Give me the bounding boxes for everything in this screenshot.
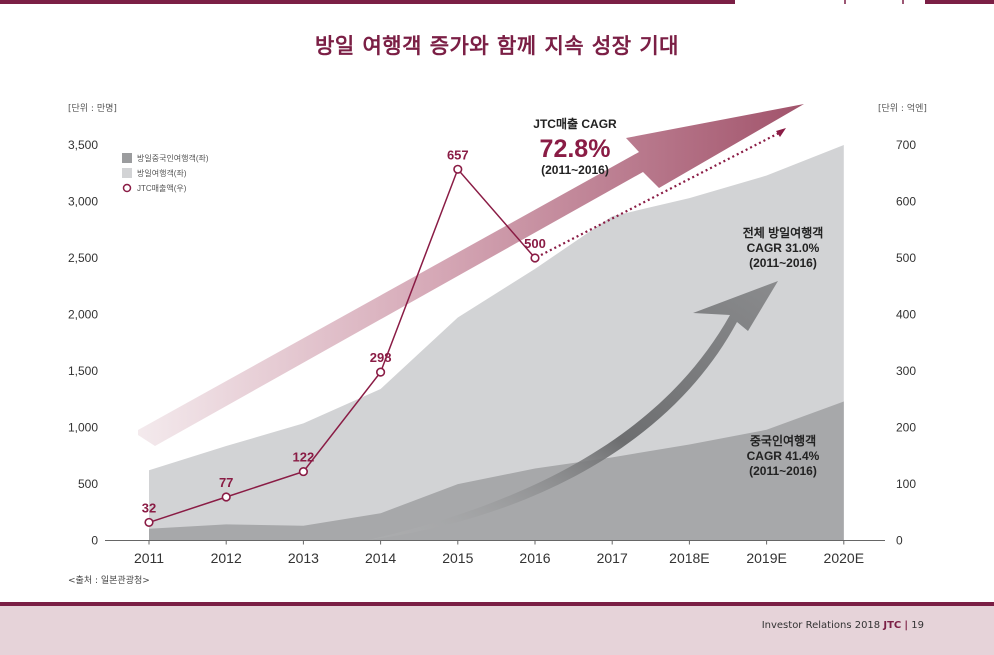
- legend-line-marker: [122, 183, 132, 193]
- jtc-revenue-point: [453, 164, 463, 174]
- header-tabs: [844, 0, 904, 4]
- jtc-revenue-label: 500: [524, 236, 546, 251]
- jtc-revenue-point: [376, 367, 386, 377]
- total-visitors-area: [149, 145, 844, 541]
- source-note: <출처 : 일본관광청>: [68, 576, 150, 586]
- y-right-tick-label: 500: [896, 251, 916, 265]
- footer-report-name: Investor Relations 2018: [761, 620, 881, 631]
- footer-caption: Investor Relations 2018 JTC | 19: [762, 620, 924, 631]
- x-tick-label: 2016: [519, 550, 550, 566]
- x-tick-label: 2020E: [824, 550, 864, 566]
- china-cagr-period: (2011~2016): [749, 464, 817, 478]
- y-left-tick-label: 500: [78, 477, 98, 491]
- y-right-tick-label: 600: [896, 195, 916, 209]
- y-right-tick-label: 0: [896, 534, 903, 548]
- x-tick-label: 2011: [134, 550, 164, 566]
- jtc-revenue-line: [148, 167, 536, 524]
- total-cagr-period: (2011~2016): [749, 256, 817, 270]
- header-bar-right: [925, 0, 994, 4]
- x-tick-label: 2018E: [669, 550, 709, 566]
- x-tick-label: 2017: [597, 550, 628, 566]
- jtc-revenue-point: [144, 517, 154, 528]
- page-title: 방일 여행객 증가와 함께 지속 성장 기대: [315, 34, 679, 58]
- jtc-revenue-point: [530, 253, 540, 263]
- china-cagr-value: CAGR 41.4%: [747, 449, 820, 463]
- y-left-tick-label: 3,000: [68, 195, 98, 209]
- projection-arrowhead: [776, 128, 786, 137]
- legend-swatch: [122, 168, 132, 178]
- china-cagr-title: 중국인여행객: [750, 433, 816, 448]
- legend-label: 방일중국인여행객(좌): [137, 153, 209, 163]
- jtc-revenue-point: [221, 492, 231, 502]
- y-left-tick-label: 0: [91, 534, 98, 548]
- jtc-revenue-label: 122: [293, 450, 315, 465]
- y-left-tick-label: 2,500: [68, 251, 98, 265]
- jtc-cagr-value: 72.8%: [540, 135, 611, 163]
- total-cagr-value: CAGR 31.0%: [747, 241, 820, 255]
- left-axis-unit: [단위 : 만명]: [68, 104, 117, 114]
- y-right-tick-label: 300: [896, 364, 916, 378]
- jtc-revenue-point: [298, 466, 309, 477]
- jtc-revenue-label: 77: [219, 475, 233, 490]
- jtc-cagr-title: JTC매출 CAGR: [533, 116, 617, 131]
- right-axis-unit: [단위 : 억엔]: [878, 104, 927, 114]
- x-tick-label: 2014: [365, 550, 396, 566]
- y-right-tick-label: 400: [896, 308, 916, 322]
- footer-bar: [0, 602, 994, 606]
- legend-swatch: [122, 153, 132, 163]
- x-tick-label: 2013: [288, 550, 319, 566]
- header-bar-left: [0, 0, 735, 4]
- jtc-revenue-label: 298: [370, 350, 392, 365]
- jtc-cagr-period: (2011~2016): [541, 163, 609, 177]
- x-tick-label: 2019E: [746, 550, 786, 566]
- y-left-tick-label: 1,000: [68, 421, 98, 435]
- y-left-tick-label: 3,500: [68, 138, 98, 152]
- china-visitors-area: [149, 401, 844, 541]
- total-cagr-title: 전체 방일여행객: [743, 225, 824, 240]
- page-number: 19: [911, 620, 924, 631]
- footer: [0, 606, 994, 655]
- jtc-revenue-label: 657: [447, 147, 469, 162]
- y-left-tick-label: 2,000: [68, 308, 98, 322]
- y-right-tick-label: 200: [896, 421, 916, 435]
- x-tick-label: 2012: [211, 550, 242, 566]
- jtc-growth-arrow: [138, 104, 804, 446]
- y-right-tick-label: 700: [896, 138, 916, 152]
- china-growth-arrow: [368, 281, 778, 540]
- y-right-tick-label: 100: [896, 477, 916, 491]
- visitor-revenue-chart: 0 500 1,000 1,500 2,000 2,500 3,000 3,500 0 100 20…: [68, 104, 916, 566]
- x-tick-label: 2015: [442, 550, 473, 566]
- footer-separator: |: [904, 620, 909, 631]
- jtc-revenue-label: 32: [142, 500, 156, 515]
- y-left-tick-label: 1,500: [68, 364, 98, 378]
- footer-brand: JTC: [883, 620, 902, 631]
- legend-label: 방일여행객(좌): [137, 168, 187, 178]
- legend-label: JTC매출액(우): [137, 183, 187, 193]
